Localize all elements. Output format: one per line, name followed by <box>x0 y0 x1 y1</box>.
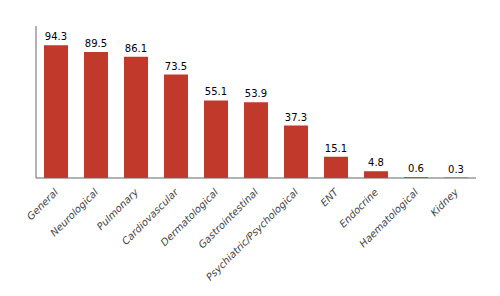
svg-text:4.8: 4.8 <box>368 157 384 168</box>
svg-text:53.9: 53.9 <box>245 88 267 99</box>
svg-text:Pulmonary: Pulmonary <box>94 186 141 233</box>
svg-text:89.5: 89.5 <box>85 38 107 49</box>
svg-text:Endocrine: Endocrine <box>337 186 380 229</box>
svg-text:73.5: 73.5 <box>165 61 187 72</box>
svg-text:Kidney: Kidney <box>428 186 461 219</box>
svg-text:86.1: 86.1 <box>125 43 147 54</box>
svg-text:Cardiovascular: Cardiovascular <box>119 186 181 247</box>
svg-text:94.3: 94.3 <box>45 31 67 42</box>
svg-text:Gastrointestinal: Gastrointestinal <box>196 186 261 251</box>
svg-text:ENT: ENT <box>318 186 340 208</box>
svg-text:55.1: 55.1 <box>205 86 227 97</box>
svg-text:0.3: 0.3 <box>448 164 464 175</box>
svg-text:0.6: 0.6 <box>408 163 424 174</box>
svg-text:Neurological: Neurological <box>48 186 100 238</box>
svg-text:Dermatological: Dermatological <box>158 186 221 249</box>
svg-text:15.1: 15.1 <box>325 143 347 154</box>
svg-text:Haematological: Haematological <box>357 186 420 249</box>
svg-text:Psychiatric/Psychological: Psychiatric/Psychological <box>204 186 300 282</box>
svg-text:37.3: 37.3 <box>285 112 307 123</box>
svg-text:General: General <box>25 186 61 222</box>
